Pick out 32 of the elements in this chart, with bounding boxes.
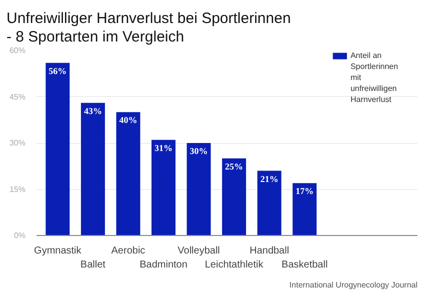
bar: [152, 140, 176, 236]
chart-title: Unfreiwilliger Harnverlust bei Sportlerinnen - 8 Sportarten im Vergleich: [6, 10, 291, 46]
data-label: 21%: [260, 174, 278, 184]
data-label: 17%: [296, 186, 314, 196]
data-label: 40%: [119, 115, 138, 126]
x-tick-label: Ballet: [80, 260, 106, 270]
bar: [222, 158, 246, 236]
x-tick-label: Volleyball: [178, 246, 220, 256]
y-tick-label: 0%: [14, 231, 26, 240]
bar: [186, 143, 211, 236]
y-tick-label: 45%: [9, 92, 26, 102]
bar: [257, 170, 282, 236]
data-label: 31%: [154, 142, 172, 153]
y-tick-label: 15%: [9, 184, 26, 194]
data-label: 43%: [84, 106, 102, 116]
text: International Urogynecology Journal: [289, 280, 418, 290]
data-label: 30%: [190, 146, 208, 156]
bar: [46, 62, 70, 236]
x-tick-label: Badminton: [140, 260, 188, 270]
bar: [80, 102, 105, 236]
bar: [116, 112, 140, 236]
x-tick-label: Gymnastik: [34, 246, 82, 256]
legend-label: Anteil an Sportlerinnen mit unfreiwilligen Harnverlust: [350, 51, 398, 104]
x-tick-label: Handball: [250, 246, 290, 256]
y-tick-label: 60%: [9, 46, 26, 55]
y-tick-label: 30%: [9, 138, 26, 148]
x-tick-label: Leichtathletik: [204, 260, 264, 270]
data-label: 56%: [48, 66, 67, 76]
x-tick-label: Aerobic: [111, 246, 146, 256]
data-label: 25%: [225, 161, 244, 172]
bar: [292, 183, 317, 236]
x-tick-label: Basketball: [282, 260, 328, 270]
